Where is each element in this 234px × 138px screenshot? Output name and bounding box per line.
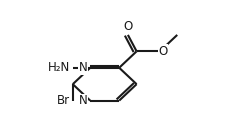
Text: Br: Br xyxy=(57,94,70,107)
Text: O: O xyxy=(123,20,132,33)
Text: N: N xyxy=(79,61,87,74)
Text: O: O xyxy=(158,45,167,58)
Text: H₂N: H₂N xyxy=(48,61,70,74)
Text: N: N xyxy=(79,94,87,107)
